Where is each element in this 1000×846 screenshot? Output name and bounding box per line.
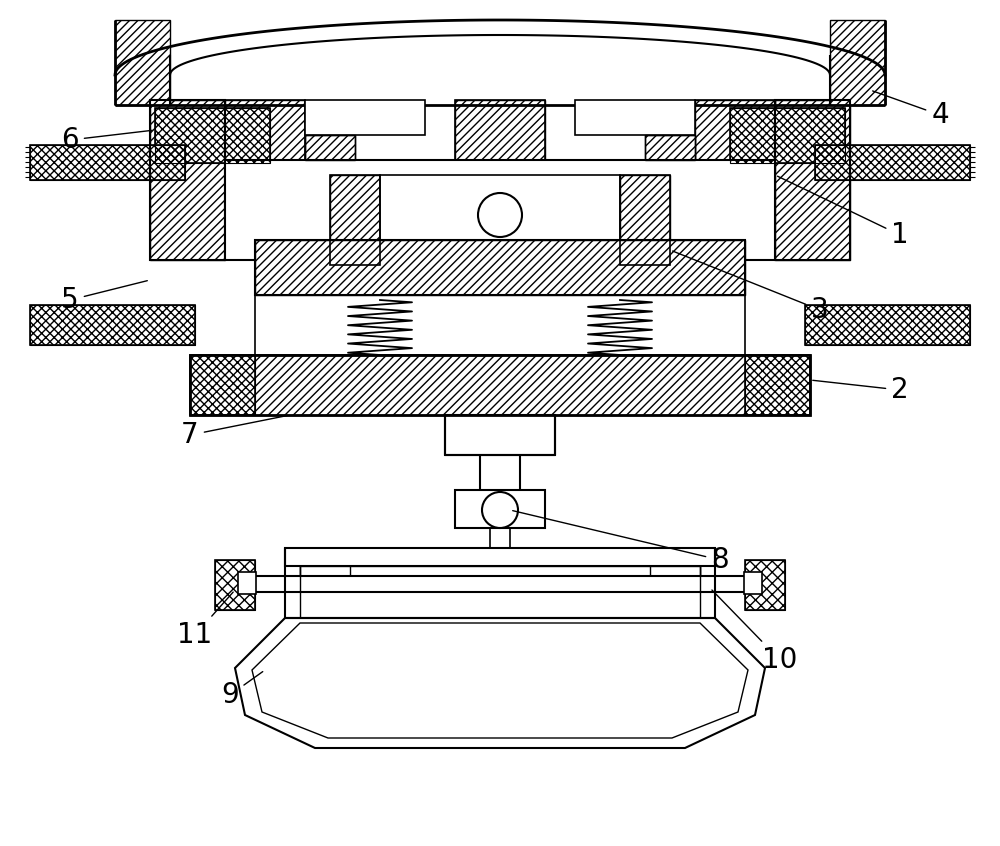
Bar [650, 566, 700, 584]
Bar [255, 240, 745, 295]
Bar [30, 305, 195, 345]
Bar [645, 135, 695, 160]
Bar [775, 100, 850, 260]
Bar [745, 560, 785, 610]
Bar [255, 240, 745, 295]
Bar [455, 490, 545, 528]
Bar [30, 305, 195, 345]
Bar [695, 100, 775, 160]
Text: 6: 6 [61, 126, 152, 154]
Bar [745, 355, 810, 415]
Bar [744, 572, 762, 594]
Bar [190, 355, 255, 415]
Bar [645, 135, 695, 160]
Bar [620, 175, 670, 265]
Bar [250, 576, 750, 592]
Bar [190, 355, 255, 415]
Text: 3: 3 [673, 251, 829, 324]
Bar [330, 175, 380, 265]
Bar [225, 160, 775, 260]
Bar [155, 108, 270, 163]
Bar [305, 100, 425, 135]
Bar [805, 305, 970, 345]
Bar [380, 175, 620, 245]
Bar [300, 566, 350, 584]
Circle shape [478, 193, 522, 237]
Text: 1: 1 [778, 176, 909, 249]
Bar [225, 100, 305, 160]
Bar [815, 145, 970, 180]
Bar [305, 135, 355, 160]
Bar [300, 566, 700, 584]
Bar [238, 572, 256, 594]
Bar [150, 100, 225, 260]
Bar [305, 100, 425, 135]
Bar [190, 355, 810, 415]
Text: 2: 2 [813, 376, 909, 404]
Bar [305, 135, 355, 160]
Text: 5: 5 [61, 281, 147, 314]
Bar [775, 100, 850, 260]
Bar [330, 175, 380, 265]
Text: 8: 8 [513, 511, 729, 574]
Bar [745, 355, 810, 415]
Bar [30, 145, 185, 180]
Text: 10: 10 [712, 590, 798, 674]
Bar [155, 108, 270, 163]
Bar [150, 100, 225, 260]
Bar [730, 108, 845, 163]
Bar [100, 20, 900, 110]
Bar [575, 100, 695, 135]
Bar [805, 305, 970, 345]
Bar [225, 100, 305, 160]
Bar [215, 560, 255, 610]
Circle shape [482, 492, 518, 528]
Bar [695, 100, 775, 160]
Bar [455, 100, 545, 160]
Text: 9: 9 [221, 672, 263, 709]
Bar [575, 100, 695, 135]
Bar [815, 145, 970, 180]
Bar [215, 560, 255, 610]
Bar [445, 415, 555, 455]
Bar [255, 295, 745, 355]
Text: 11: 11 [177, 592, 233, 649]
Bar [30, 145, 185, 180]
Bar [830, 20, 885, 105]
Text: 7: 7 [181, 415, 287, 449]
Text: 4: 4 [873, 91, 949, 129]
Polygon shape [235, 618, 765, 748]
Bar [745, 560, 785, 610]
Bar [455, 100, 545, 160]
Bar [115, 20, 170, 105]
Bar [620, 175, 670, 265]
Bar [730, 108, 845, 163]
Bar [190, 355, 810, 415]
Bar [285, 548, 715, 566]
